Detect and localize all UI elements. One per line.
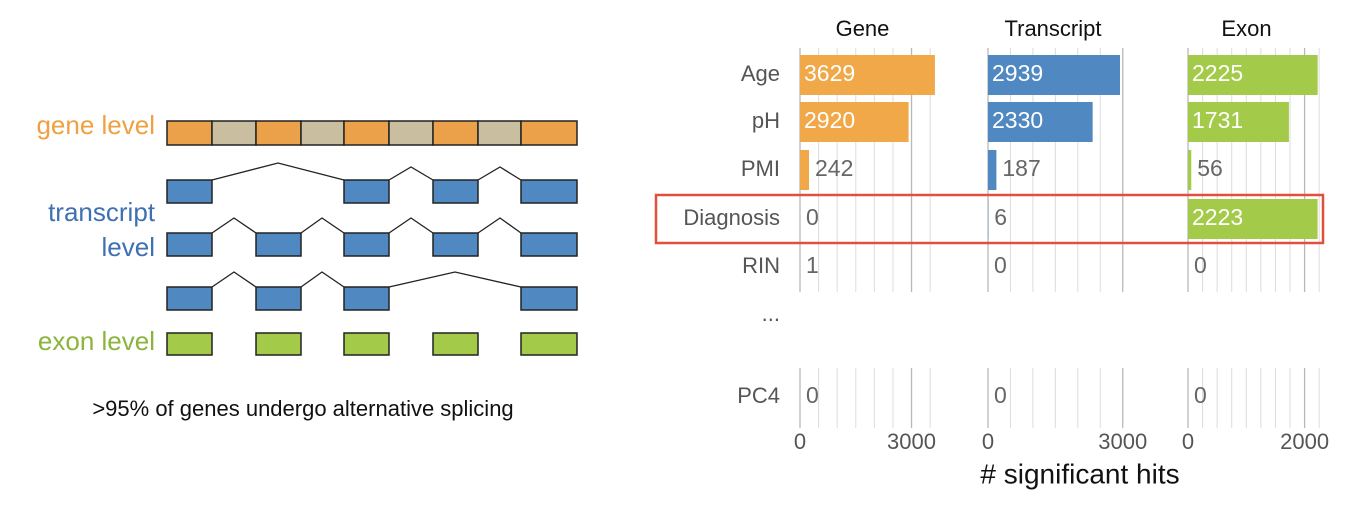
exon-box xyxy=(255,286,302,311)
value-label: 0 xyxy=(806,382,819,408)
intron xyxy=(300,271,345,288)
value-label: 0 xyxy=(994,252,1007,278)
intron xyxy=(477,217,522,234)
intron xyxy=(388,166,434,181)
value-label: 1731 xyxy=(1192,107,1243,133)
x-tick-label: 2000 xyxy=(1280,429,1329,454)
transcript-1 xyxy=(166,162,578,204)
bar xyxy=(988,150,997,190)
intron xyxy=(211,162,345,181)
bar xyxy=(800,102,909,142)
category-label: Diagnosis xyxy=(683,205,780,230)
gene-segment xyxy=(166,120,213,146)
gene-segment xyxy=(432,120,479,146)
gene-segment xyxy=(343,120,390,146)
gene-segment xyxy=(388,120,434,146)
exon-box xyxy=(520,179,578,204)
transcript-3 xyxy=(166,271,578,311)
gene-segment xyxy=(477,120,522,146)
gene-segment xyxy=(211,120,257,146)
bar xyxy=(988,102,1093,142)
splicing-diagram: gene level transcript level exon level >… xyxy=(36,110,578,421)
value-label: 3629 xyxy=(804,60,855,86)
intron xyxy=(388,271,522,288)
gene-level-label: gene level xyxy=(36,110,155,140)
category-label: RIN xyxy=(742,253,780,278)
exon-box xyxy=(166,286,213,311)
exon-box xyxy=(520,232,578,257)
gene-segment xyxy=(255,120,302,146)
value-label: 242 xyxy=(815,155,853,181)
exon-box xyxy=(343,232,390,257)
exon-box xyxy=(255,332,302,356)
exon-box xyxy=(432,179,479,204)
intron xyxy=(477,166,522,181)
gene-segment xyxy=(300,120,345,146)
exon-box xyxy=(432,232,479,257)
value-label: 187 xyxy=(1002,155,1040,181)
value-label: 2920 xyxy=(804,107,855,133)
category-label: PMI xyxy=(741,156,780,181)
value-label: 2330 xyxy=(992,107,1043,133)
x-axis-title: # significant hits xyxy=(980,458,1179,489)
transcript-label: level xyxy=(102,232,155,262)
value-label: 2223 xyxy=(1192,204,1243,230)
bar xyxy=(1188,102,1289,142)
value-label: 0 xyxy=(1194,252,1207,278)
bar xyxy=(1188,150,1192,190)
gene-segment xyxy=(520,120,578,146)
intron xyxy=(211,217,257,234)
exon-box xyxy=(343,179,390,204)
bar xyxy=(800,55,935,95)
x-tick-label: 0 xyxy=(794,429,806,454)
bar xyxy=(988,55,1120,95)
category-label: PC4 xyxy=(737,383,780,408)
intron xyxy=(388,217,434,234)
value-label: 0 xyxy=(1194,382,1207,408)
x-tick-label: 3000 xyxy=(887,429,936,454)
bar xyxy=(800,150,809,190)
caption: >95% of genes undergo alternative splici… xyxy=(92,396,513,421)
chart: Age pH PMI Diagnosis RIN... PC4 Gene 0 3000 3629 2… xyxy=(683,16,1329,454)
transcript-label: transcript xyxy=(48,197,156,227)
category-label: Age xyxy=(741,61,780,86)
exon-box xyxy=(166,232,213,257)
bar xyxy=(1188,55,1318,95)
exon-box xyxy=(343,332,390,356)
bar xyxy=(1188,199,1318,239)
panel-title: Gene xyxy=(836,16,890,41)
x-tick-label: 3000 xyxy=(1098,429,1147,454)
category-label: pH xyxy=(752,108,780,133)
panel-title: Exon xyxy=(1221,16,1271,41)
value-label: 56 xyxy=(1197,155,1223,181)
panel-title: Transcript xyxy=(1005,16,1102,41)
value-label: 2939 xyxy=(992,60,1043,86)
x-tick-label: 0 xyxy=(1182,429,1194,454)
value-label: 0 xyxy=(806,204,819,230)
exon-box xyxy=(166,179,213,204)
intron xyxy=(211,271,257,288)
exon-box xyxy=(520,286,578,311)
exon-level-label: exon level xyxy=(38,326,155,356)
category-label: ... xyxy=(762,301,780,326)
value-label: 1 xyxy=(806,252,819,278)
exon-box xyxy=(432,332,479,356)
transcript-2 xyxy=(166,217,578,257)
x-tick-label: 0 xyxy=(982,429,994,454)
intron xyxy=(300,217,345,234)
exon-box xyxy=(520,332,578,356)
value-label: 6 xyxy=(994,204,1007,230)
exon-box xyxy=(255,232,302,257)
value-label: 0 xyxy=(994,382,1007,408)
exon-box xyxy=(166,332,213,356)
highlight-box xyxy=(654,193,1325,245)
value-label: 2225 xyxy=(1192,60,1243,86)
exon-row xyxy=(166,332,578,356)
gene-row xyxy=(166,120,578,146)
exon-box xyxy=(343,286,390,311)
